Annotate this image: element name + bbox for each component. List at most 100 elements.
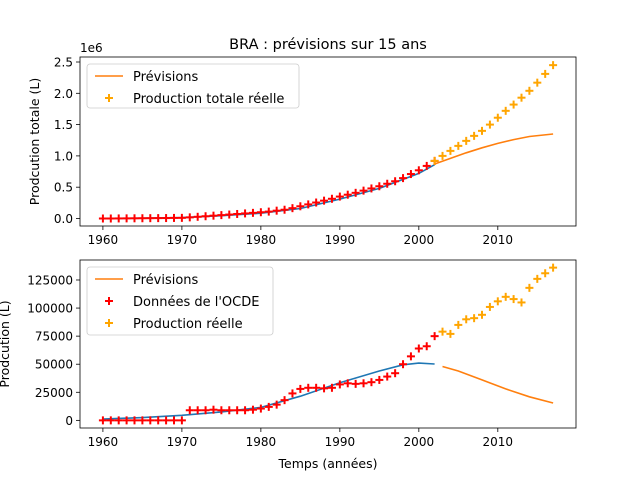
data-point bbox=[438, 151, 447, 160]
x-tick-label: 1960 bbox=[88, 435, 119, 449]
data-point bbox=[406, 352, 415, 361]
data-point bbox=[264, 402, 273, 411]
data-point bbox=[422, 342, 431, 351]
data-point bbox=[209, 405, 218, 414]
legend-plus-swatch bbox=[105, 319, 113, 327]
data-point bbox=[256, 404, 265, 413]
data-point bbox=[327, 194, 336, 203]
data-point bbox=[541, 269, 550, 278]
data-point bbox=[114, 416, 123, 425]
legend-label: Prévisions bbox=[133, 273, 199, 288]
data-point bbox=[478, 126, 487, 135]
x-tick-label: 1970 bbox=[167, 233, 198, 247]
data-point bbox=[541, 69, 550, 78]
series-markers bbox=[430, 61, 558, 165]
data-point bbox=[106, 214, 115, 223]
data-point bbox=[485, 120, 494, 129]
data-point bbox=[225, 406, 234, 415]
y-axis-label: Prodcution (L) bbox=[0, 300, 12, 387]
data-point bbox=[169, 213, 178, 222]
series-markers bbox=[98, 156, 439, 223]
data-point bbox=[493, 297, 502, 306]
data-point bbox=[177, 213, 186, 222]
chart-panel-2: 1960 1970 1980 1990 2000 2010 0 25000 50000 75000… bbox=[0, 259, 577, 471]
data-point bbox=[406, 170, 415, 179]
data-point bbox=[280, 396, 289, 405]
data-point bbox=[485, 302, 494, 311]
data-point bbox=[383, 179, 392, 188]
y-tick-label: 1.0 bbox=[54, 149, 73, 163]
data-point bbox=[533, 274, 542, 283]
data-point bbox=[241, 209, 250, 218]
legend-label: Données de l'OCDE bbox=[133, 295, 259, 310]
series-markers bbox=[98, 332, 439, 425]
legend-box bbox=[86, 266, 274, 336]
data-point bbox=[525, 283, 534, 292]
y-tick-label: 50000 bbox=[35, 358, 73, 372]
chart-panel-1: 1960 1970 1980 1990 2000 2010 0.0 0.5 1.0 1.5 2.0 2… bbox=[27, 37, 577, 247]
x-tick-label: 2010 bbox=[483, 435, 514, 449]
data-point bbox=[98, 416, 107, 425]
data-point bbox=[399, 360, 408, 369]
data-point bbox=[154, 416, 163, 425]
data-point bbox=[351, 188, 360, 197]
data-point bbox=[312, 198, 321, 207]
data-point bbox=[430, 332, 439, 341]
y-tick-label: 75000 bbox=[35, 330, 73, 344]
data-point bbox=[343, 190, 352, 199]
y-offset-label: 1e6 bbox=[80, 41, 103, 55]
data-point bbox=[446, 329, 455, 338]
data-point bbox=[359, 379, 368, 388]
data-point bbox=[399, 174, 408, 183]
data-point bbox=[509, 100, 518, 109]
data-point bbox=[193, 406, 202, 415]
data-point bbox=[501, 106, 510, 115]
data-point bbox=[359, 186, 368, 195]
data-point bbox=[162, 416, 171, 425]
data-point bbox=[185, 406, 194, 415]
data-point bbox=[304, 383, 313, 392]
data-point bbox=[296, 384, 305, 393]
data-point bbox=[375, 375, 384, 384]
data-point bbox=[454, 320, 463, 329]
data-point bbox=[517, 298, 526, 307]
series-markers bbox=[438, 263, 558, 338]
data-point bbox=[517, 93, 526, 102]
y-tick-label: 0.5 bbox=[54, 181, 73, 195]
data-point bbox=[549, 61, 558, 70]
data-point bbox=[138, 214, 147, 223]
data-point bbox=[248, 208, 257, 217]
data-point bbox=[130, 416, 139, 425]
data-point bbox=[478, 310, 487, 319]
x-tick-label: 2000 bbox=[404, 435, 435, 449]
series-line bbox=[434, 133, 554, 165]
data-point bbox=[185, 213, 194, 222]
data-point bbox=[98, 214, 107, 223]
x-tick-label: 1980 bbox=[246, 233, 277, 247]
legend-plus-swatch bbox=[105, 297, 113, 305]
data-point bbox=[312, 383, 321, 392]
legend-label: Production réelle bbox=[133, 317, 243, 332]
data-point bbox=[169, 416, 178, 425]
data-point bbox=[470, 314, 479, 323]
data-point bbox=[241, 406, 250, 415]
plot-frame bbox=[79, 56, 577, 227]
data-point bbox=[209, 211, 218, 220]
data-point bbox=[225, 210, 234, 219]
x-axis-label: Temps (années) bbox=[278, 456, 378, 471]
data-point bbox=[138, 416, 147, 425]
data-point bbox=[414, 344, 423, 353]
data-point bbox=[525, 86, 534, 95]
data-point bbox=[462, 136, 471, 145]
x-tick-label: 1970 bbox=[167, 435, 198, 449]
y-tick-label: 125000 bbox=[27, 273, 73, 287]
x-tick-label: 1960 bbox=[88, 233, 119, 247]
data-point bbox=[462, 315, 471, 324]
legend-label: Production totale réelle bbox=[133, 92, 284, 107]
data-point bbox=[454, 141, 463, 150]
data-point bbox=[288, 204, 297, 213]
y-tick-label: 2.5 bbox=[54, 56, 73, 70]
data-point bbox=[233, 209, 242, 218]
data-point bbox=[154, 214, 163, 223]
